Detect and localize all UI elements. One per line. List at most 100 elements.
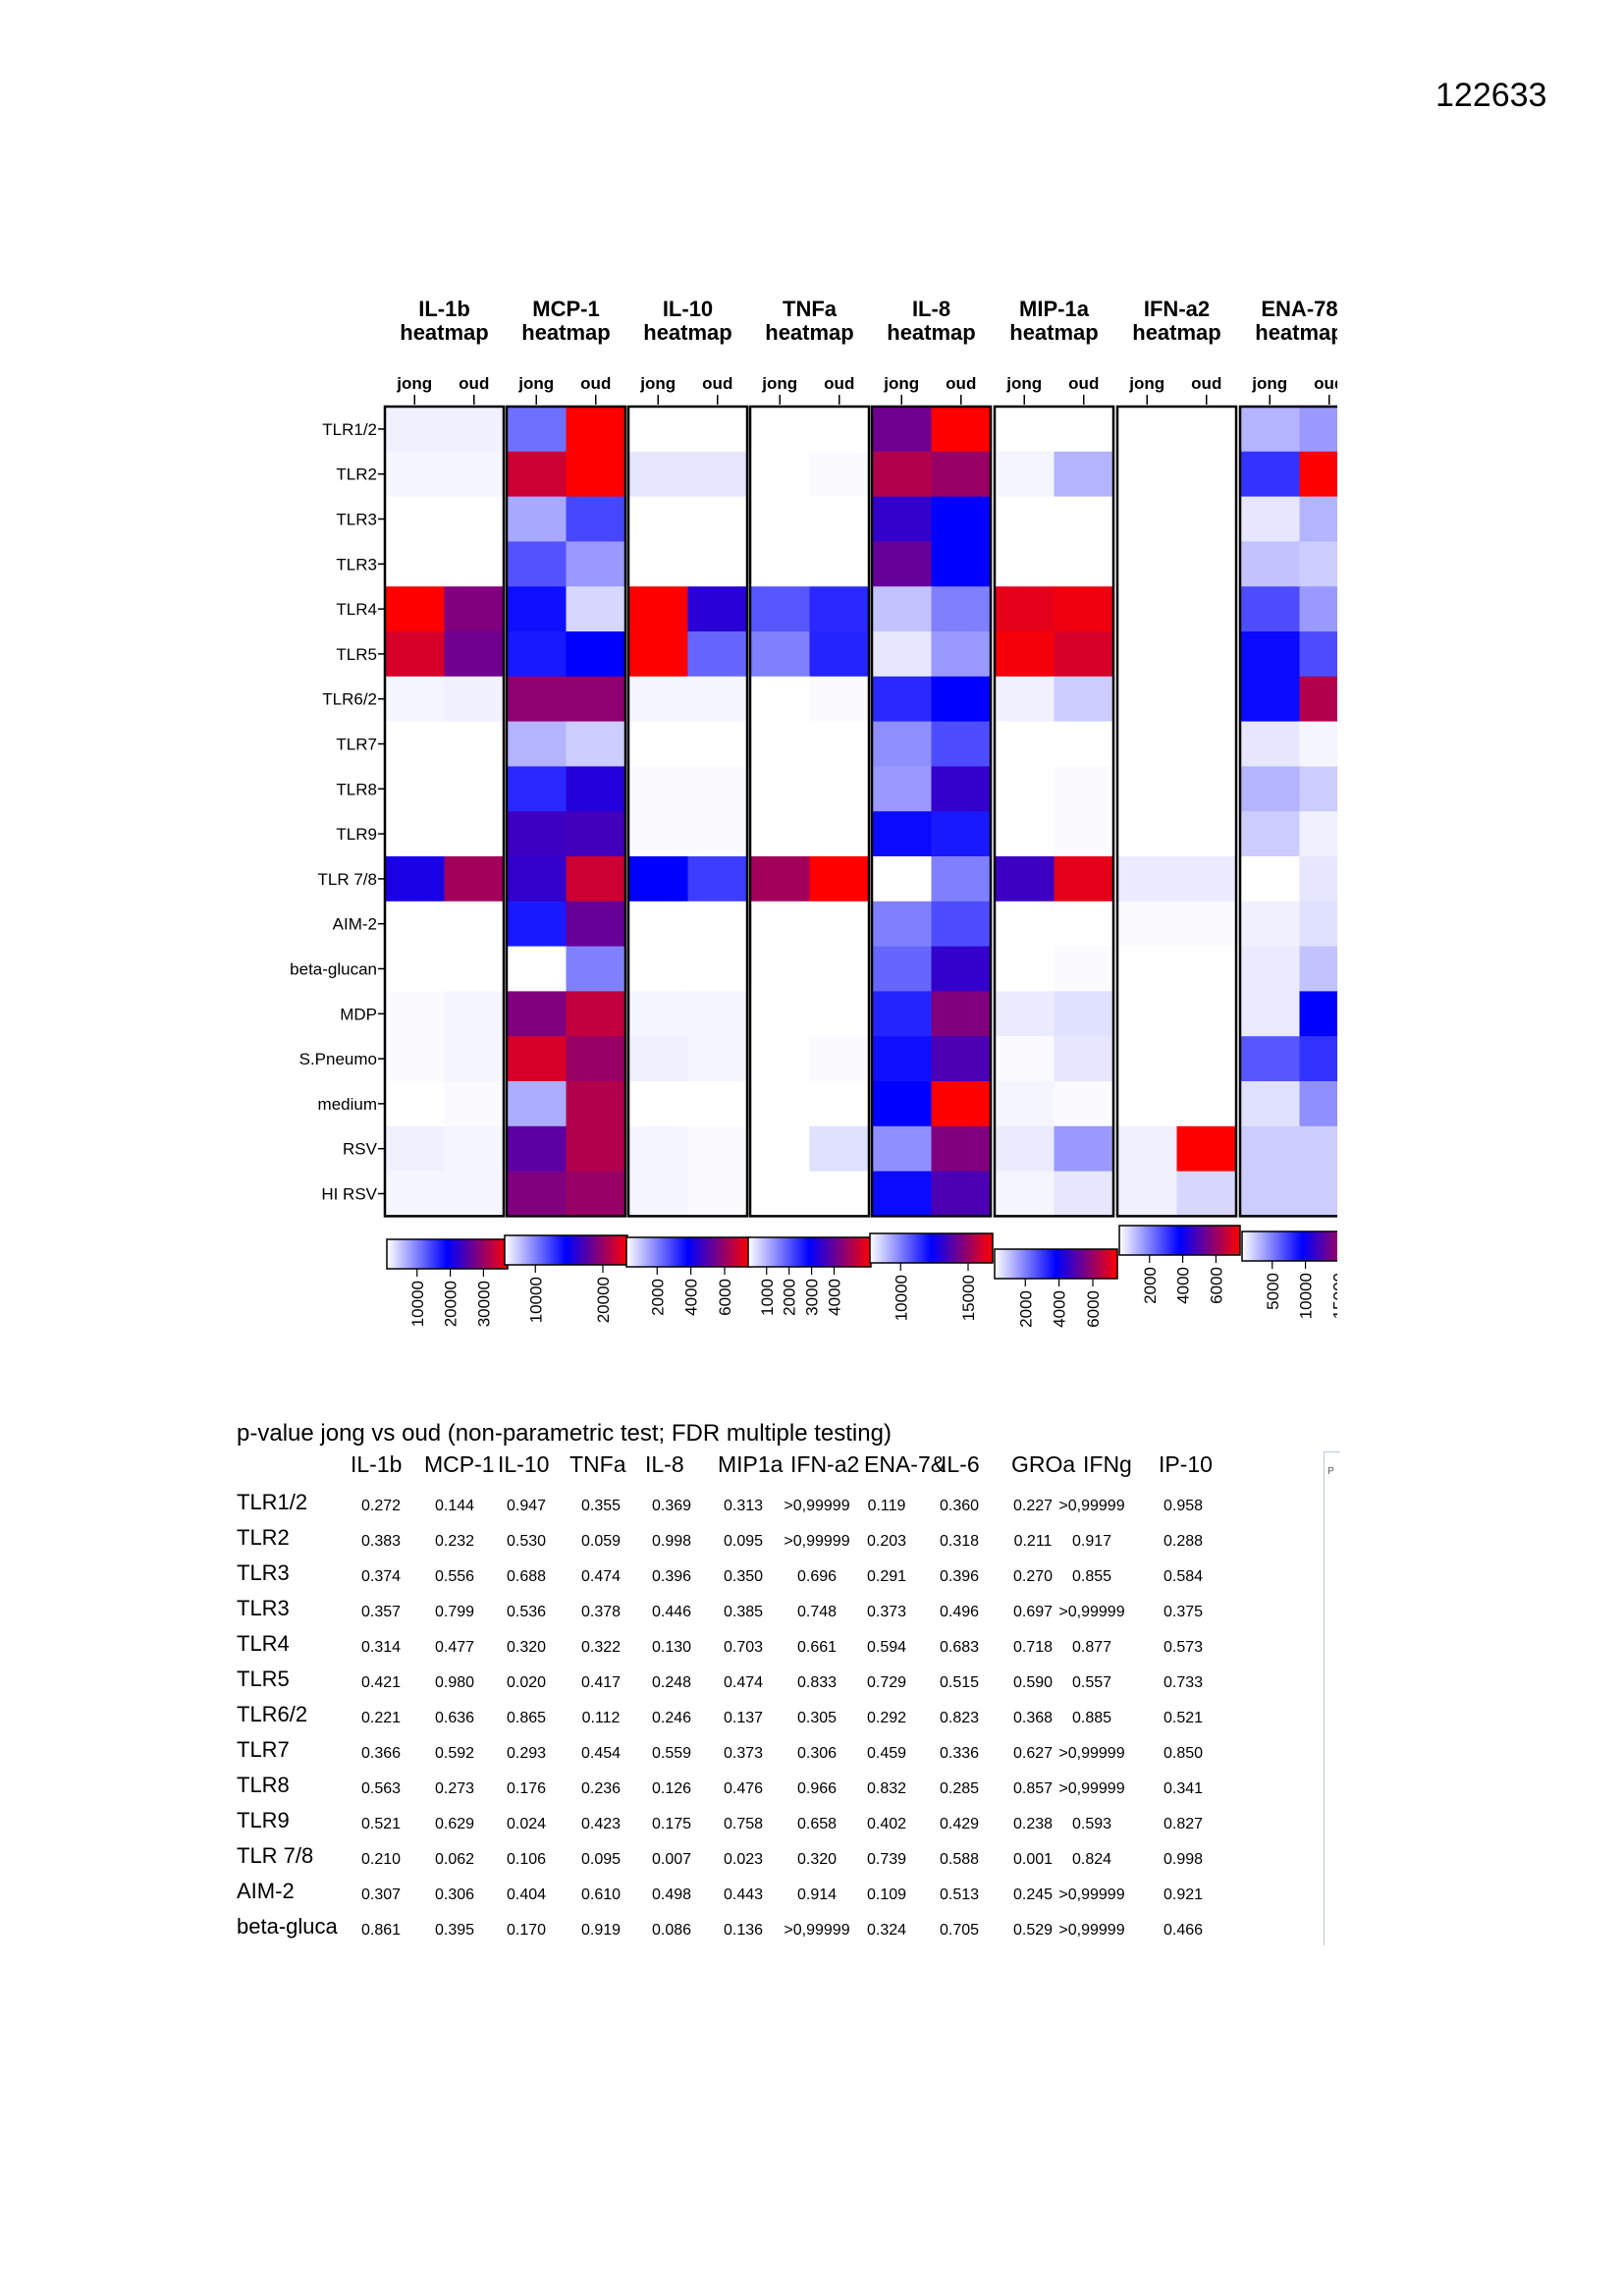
heatmap-cell <box>507 407 568 453</box>
heatmap-cell <box>385 451 446 498</box>
panel-subtitle: heatmap <box>400 320 488 345</box>
heatmap-cell <box>995 721 1056 767</box>
heatmap-cell <box>1054 496 1114 542</box>
side-panel-edge: P <box>1324 1451 1340 1945</box>
heatmap-cell <box>566 856 626 902</box>
column-header: IL-6 <box>941 1451 980 1477</box>
heatmap-cell <box>385 1036 446 1082</box>
heatmap-cell <box>931 1036 992 1082</box>
row-label: TLR9 <box>336 825 377 844</box>
table-cell: >0,99999 <box>1058 1745 1125 1762</box>
heatmap-cell <box>1117 676 1178 723</box>
table-cell: 0.739 <box>866 1851 907 1868</box>
heatmap-cell <box>1299 766 1337 812</box>
heatmap-cell <box>566 946 626 992</box>
column-label: oud <box>702 374 732 393</box>
heatmap-cell <box>995 1125 1056 1173</box>
table-cell: 0.137 <box>723 1710 764 1726</box>
table-cell: 0.850 <box>1163 1745 1204 1762</box>
heatmap-cell <box>444 407 505 453</box>
table-cell: 0.395 <box>434 1922 475 1939</box>
table-cell: 0.119 <box>867 1498 906 1514</box>
heatmap-cell <box>1299 631 1337 678</box>
table-cell: 0.396 <box>651 1568 692 1585</box>
heatmap-cell <box>385 811 446 857</box>
heatmap-cell <box>1176 586 1237 632</box>
panel-subtitle: heatmap <box>521 320 610 345</box>
heatmap-cell <box>750 1036 811 1082</box>
heatmap-cell <box>931 766 992 812</box>
heatmap-cell <box>1240 541 1301 587</box>
colorbar-tick-label: 20000 <box>442 1281 460 1327</box>
column-label: jong <box>761 374 797 393</box>
table-cell: 0.357 <box>360 1604 402 1620</box>
heatmap-cell <box>687 1081 748 1127</box>
heatmap-cell <box>995 541 1056 587</box>
heatmap-cell <box>1054 1125 1114 1173</box>
column-label: oud <box>946 374 976 393</box>
row-label: TLR1/2 <box>322 420 377 439</box>
heatmap-cell <box>507 631 568 678</box>
heatmap-cell <box>995 586 1056 632</box>
heatmap-cell <box>1054 946 1114 992</box>
heatmap-cell <box>628 451 689 498</box>
table-cell: 0.126 <box>651 1780 692 1797</box>
heatmap-cell <box>1176 676 1237 723</box>
colorbar-tick-label: 20000 <box>594 1277 613 1323</box>
heatmap-cell <box>1054 586 1114 632</box>
panel-title: IL-10 <box>663 297 713 321</box>
table-cell: 0.454 <box>580 1745 622 1762</box>
table-cell: 0.175 <box>651 1816 692 1832</box>
column-header: IP-10 <box>1159 1451 1213 1477</box>
heatmap-cell <box>995 991 1056 1037</box>
table-cell: 0.718 <box>1012 1639 1054 1656</box>
table-cell: 0.947 <box>506 1498 547 1514</box>
heatmap-cell <box>507 766 568 812</box>
heatmap-cell <box>1299 1171 1337 1217</box>
heatmap-cell <box>1117 811 1178 857</box>
heatmap-cell <box>872 856 933 902</box>
heatmap-cell <box>995 676 1056 723</box>
table-cell: 0.374 <box>360 1568 402 1585</box>
heatmap-cell <box>872 721 933 767</box>
heatmap-cell <box>931 407 992 453</box>
panel-frame <box>383 405 506 1218</box>
heatmap-cell <box>628 496 689 542</box>
colorbar-tick-label: 10000 <box>892 1275 910 1321</box>
row-label: TLR3 <box>237 1596 290 1620</box>
table-cell: 0.423 <box>580 1816 622 1832</box>
heatmap-cell <box>995 631 1056 678</box>
table-cell: 0.402 <box>866 1816 907 1832</box>
colorbar-tick-label: 3000 <box>803 1279 822 1316</box>
row-label: TLR 7/8 <box>318 870 377 889</box>
table-cell: 0.350 <box>723 1568 764 1585</box>
colorbar-tick-label: 15000 <box>959 1275 978 1321</box>
table-cell: >0,99999 <box>784 1533 850 1550</box>
heatmap-cell <box>809 541 870 587</box>
column-label: oud <box>459 374 489 393</box>
heatmap-cell <box>872 586 933 632</box>
heatmap-cell <box>995 811 1056 857</box>
column-label: jong <box>1005 374 1042 393</box>
heatmap-cell <box>750 541 811 587</box>
heatmap-cell <box>444 1036 505 1082</box>
heatmap-cell <box>809 766 870 812</box>
heatmap-cell <box>995 1081 1056 1127</box>
heatmap-cell <box>507 991 568 1037</box>
row-label: TLR8 <box>237 1773 290 1797</box>
row-label: TLR6/2 <box>322 690 377 709</box>
heatmap-cell <box>931 721 992 767</box>
table-cell: 0.307 <box>360 1886 402 1903</box>
table-cell: 0.417 <box>580 1674 622 1691</box>
heatmap-cell <box>566 451 626 498</box>
table-cell: 0.341 <box>1163 1780 1204 1797</box>
panel-frame <box>1238 405 1337 1218</box>
heatmap-cell <box>566 901 626 948</box>
panel-subtitle: heatmap <box>1009 320 1098 345</box>
table-cell: 0.885 <box>1071 1710 1112 1726</box>
table-cell: 0.232 <box>434 1533 475 1550</box>
table-cell: 0.536 <box>506 1604 547 1620</box>
heatmap-cell <box>1299 676 1337 723</box>
heatmap-cell <box>1054 1081 1114 1127</box>
table-cell: 0.246 <box>651 1710 692 1726</box>
